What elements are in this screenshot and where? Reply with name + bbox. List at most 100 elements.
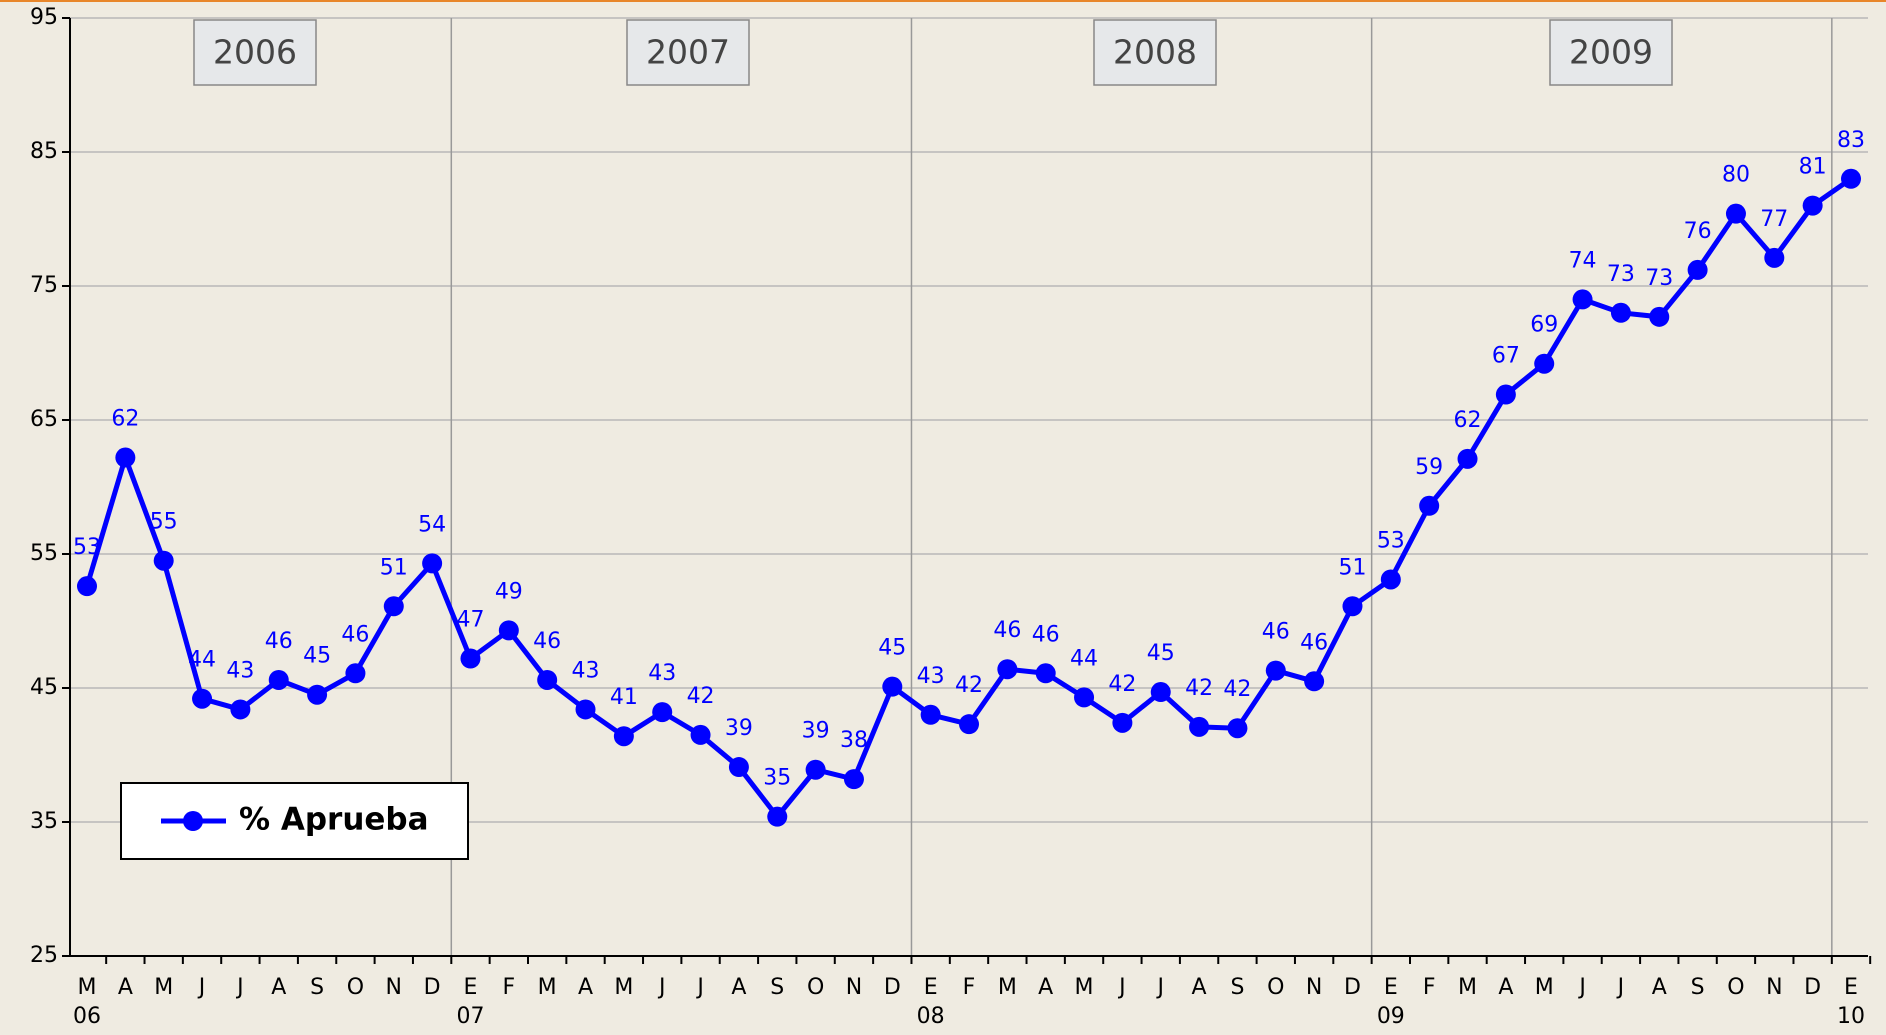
data-point [1687, 259, 1708, 280]
data-label: 47 [456, 608, 484, 633]
data-label: 74 [1569, 248, 1597, 273]
y-tick-label: 55 [30, 541, 58, 566]
x-tick-label: D [884, 975, 901, 1000]
data-label: 62 [1454, 408, 1482, 433]
year-label: 2009 [1569, 33, 1653, 72]
data-point [728, 757, 749, 778]
x-tick-label: D [424, 975, 441, 1000]
data-point [422, 553, 443, 574]
data-label: 42 [1185, 676, 1213, 701]
x-tick-label: J [1155, 975, 1164, 1000]
x-year-label: 09 [1377, 1004, 1405, 1029]
data-label: 46 [265, 629, 293, 654]
year-box [626, 19, 750, 86]
data-label: 46 [1262, 620, 1290, 645]
data-point [1035, 663, 1056, 684]
x-tick-label: N [1306, 975, 1322, 1000]
data-label: 73 [1645, 266, 1673, 291]
x-tick-label: E [1384, 975, 1398, 1000]
data-label: 46 [533, 629, 561, 654]
x-tick-label: S [1230, 975, 1244, 1000]
data-point [230, 699, 251, 720]
data-label: 59 [1415, 455, 1443, 480]
data-point [383, 596, 404, 617]
x-tick-label: S [310, 975, 324, 1000]
x-tick-label: J [1577, 975, 1586, 1000]
x-tick-label: M [614, 975, 633, 1000]
data-point [1572, 289, 1593, 310]
data-label: 45 [303, 644, 331, 669]
data-point [1150, 682, 1171, 703]
y-tick-label: 95 [30, 5, 58, 30]
data-point [77, 576, 97, 597]
year-box [1549, 19, 1673, 86]
x-tick-label: M [1075, 975, 1094, 1000]
data-point [1649, 306, 1670, 327]
x-tick-label: S [770, 975, 784, 1000]
data-label: 62 [111, 407, 139, 432]
data-point [1764, 247, 1785, 268]
data-point [652, 702, 673, 723]
y-tick-label: 45 [30, 675, 58, 700]
x-tick-label: M [78, 975, 97, 1000]
data-point [1457, 448, 1478, 469]
data-label: 67 [1492, 344, 1520, 369]
data-point [1610, 302, 1631, 323]
y-tick-label: 65 [30, 407, 58, 432]
data-label: 46 [341, 622, 369, 647]
x-tick-label: A [118, 975, 133, 1000]
data-label: 55 [150, 510, 178, 535]
x-tick-label: O [347, 975, 364, 1000]
data-point [1342, 596, 1363, 617]
x-tick-label: N [386, 975, 402, 1000]
data-label: 43 [226, 658, 254, 683]
data-label: 49 [495, 579, 523, 604]
data-label: 83 [1837, 128, 1865, 153]
data-point [153, 550, 174, 571]
data-label: 41 [610, 685, 638, 710]
x-tick-label: O [807, 975, 824, 1000]
data-label: 46 [993, 618, 1021, 643]
x-tick-label: M [1458, 975, 1477, 1000]
data-point [345, 663, 366, 684]
data-label: 39 [802, 719, 830, 744]
data-label: 39 [725, 716, 753, 741]
year-box [193, 19, 317, 86]
data-point [460, 648, 481, 669]
data-point [192, 688, 213, 709]
legend-label: % Aprueba [239, 802, 429, 838]
data-point [268, 669, 289, 690]
data-point [805, 759, 826, 780]
data-label: 77 [1760, 207, 1788, 232]
year-label: 2006 [213, 33, 297, 72]
data-label: 44 [188, 648, 216, 673]
data-point [997, 659, 1018, 680]
x-tick-label: M [154, 975, 173, 1000]
data-label: 51 [1338, 555, 1366, 580]
x-tick-label: J [1616, 975, 1625, 1000]
data-label: 80 [1722, 163, 1750, 188]
data-point [1419, 495, 1440, 516]
x-tick-label: F [963, 975, 976, 1000]
x-tick-label: D [1804, 975, 1821, 1000]
data-point [1189, 716, 1210, 737]
data-point [843, 769, 864, 790]
y-tick-label: 75 [30, 273, 58, 298]
x-tick-label: E [464, 975, 478, 1000]
data-label: 44 [1070, 646, 1098, 671]
x-tick-label: A [1192, 975, 1207, 1000]
data-label: 42 [955, 673, 983, 698]
x-year-label: 10 [1837, 1004, 1865, 1029]
data-label: 73 [1607, 262, 1635, 287]
data-label: 42 [687, 684, 715, 709]
data-label: 38 [840, 728, 868, 753]
x-tick-label: A [731, 975, 746, 1000]
x-tick-label: J [1117, 975, 1126, 1000]
data-label: 53 [1377, 528, 1405, 553]
data-label: 51 [380, 555, 408, 580]
data-label: 45 [878, 636, 906, 661]
year-label: 2007 [646, 33, 730, 72]
data-label: 81 [1799, 155, 1827, 180]
x-tick-label: A [1038, 975, 1053, 1000]
x-tick-label: D [1344, 975, 1361, 1000]
